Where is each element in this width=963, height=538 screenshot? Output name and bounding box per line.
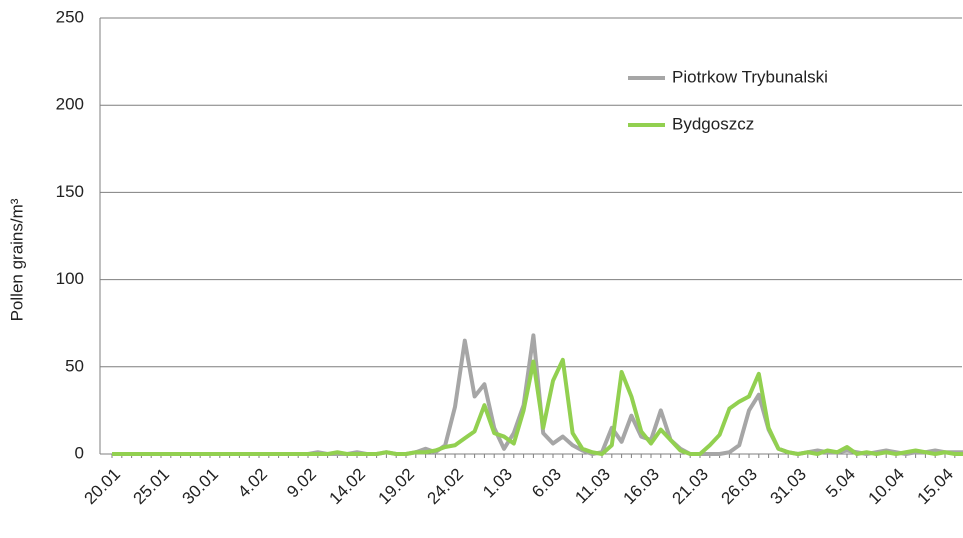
x-tick-label: 31.03 [766, 465, 810, 509]
y-tick-label: 0 [75, 443, 84, 462]
y-tick-label: 200 [56, 95, 84, 114]
series-line [112, 357, 963, 456]
x-tick-label: 1.03 [479, 465, 516, 502]
x-tick-label: 9.02 [283, 465, 320, 502]
x-tick-label: 4.02 [234, 465, 271, 502]
x-tick-label: 5.04 [822, 465, 859, 502]
x-tick-label: 11.03 [571, 465, 614, 508]
x-tick-label: 6.03 [528, 465, 565, 502]
y-tick-label: 100 [56, 269, 84, 288]
x-tick-label: 19.02 [374, 465, 418, 509]
x-tick-label: 10.04 [864, 465, 908, 509]
x-tick-label: 14.02 [325, 465, 369, 509]
legend-label: Piotrkow Trybunalski [672, 67, 828, 86]
x-tick-label: 26.03 [717, 465, 761, 509]
y-tick-label: 50 [65, 356, 84, 375]
x-tick-label: 16.03 [619, 465, 663, 509]
x-tick-label: 15.04 [913, 465, 957, 509]
x-tick-label: 30.01 [178, 465, 222, 509]
x-tick-label: 21.03 [668, 465, 712, 509]
legend-label: Bydgoszcz [672, 114, 754, 133]
y-axis-label: Pollen grains/m³ [7, 198, 26, 321]
x-tick-label: 24.02 [423, 465, 467, 509]
y-tick-label: 150 [56, 182, 84, 201]
y-tick-label: 250 [56, 7, 84, 26]
x-tick-label: 25.01 [129, 465, 173, 509]
x-tick-label: 20.01 [80, 465, 124, 509]
